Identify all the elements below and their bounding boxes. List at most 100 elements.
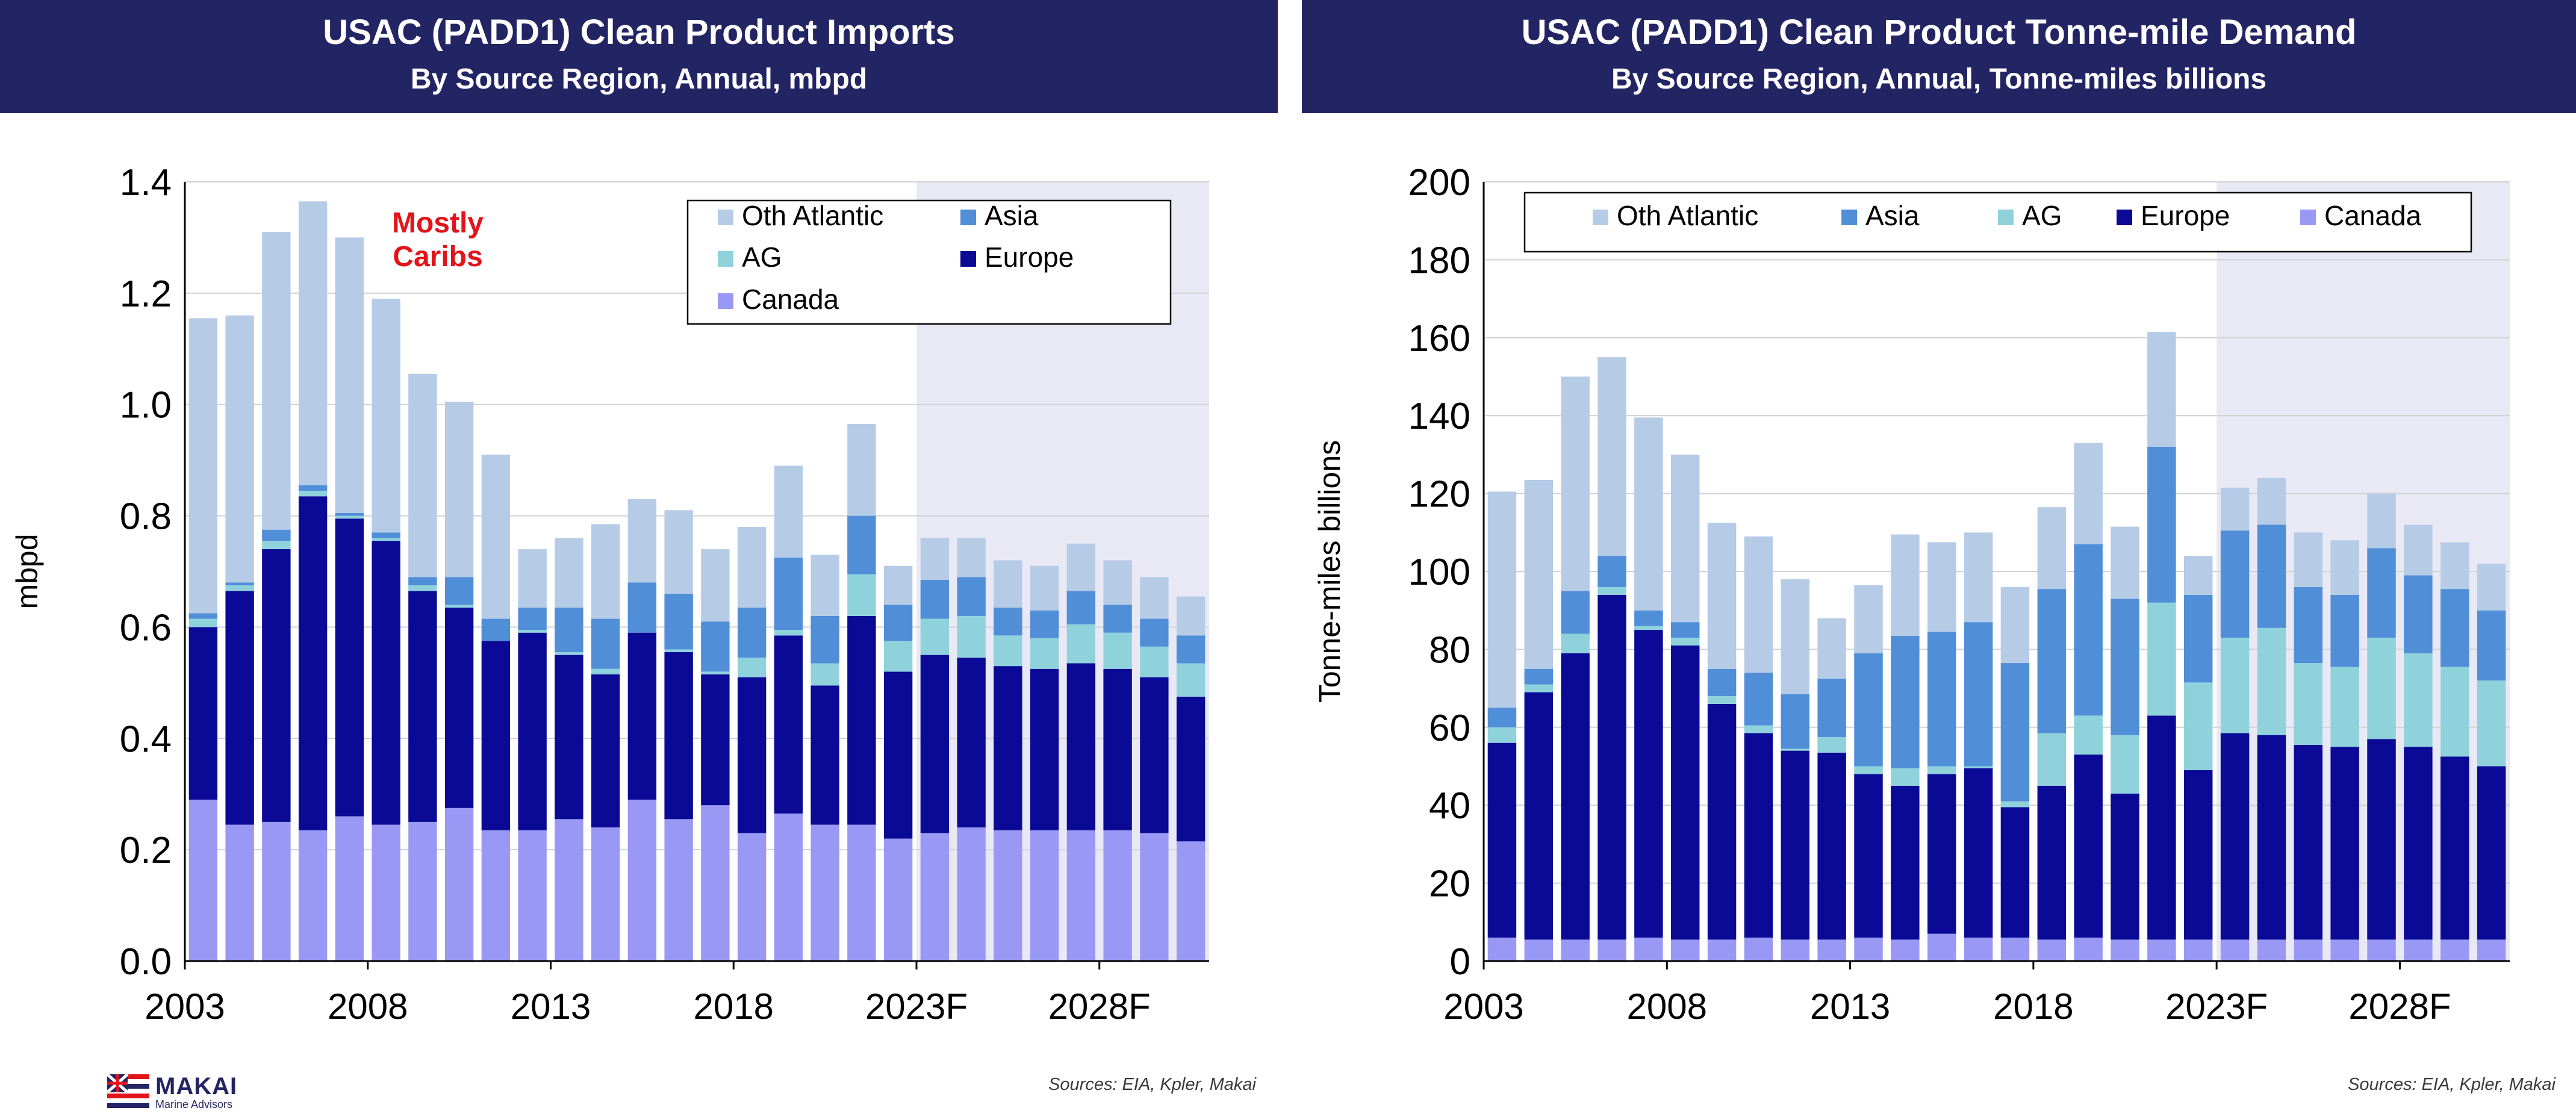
tonne-mile-bar-ag — [2367, 637, 2396, 739]
imports-bar-oth-atlantic — [810, 555, 839, 616]
tonne-mile-bar-canada — [1964, 938, 1993, 961]
imports-bar-asia — [518, 608, 547, 630]
tonne-mile-ytick-label: 0 — [1450, 941, 1470, 983]
imports-bar-canada — [591, 827, 620, 961]
tonne-mile-bar-ag — [1817, 736, 1846, 753]
tonne-mile-bar-europe — [2257, 735, 2286, 940]
tonne-mile-bar-europe — [2111, 793, 2139, 940]
imports-bar-ag — [847, 574, 876, 616]
tonne-mile-bar-europe — [1524, 692, 1554, 940]
imports-bar-canada — [847, 824, 876, 961]
tonne-mile-bar-oth-atlantic — [1781, 579, 1810, 694]
imports-bar-canada — [225, 824, 254, 961]
imports-bar-asia — [225, 582, 254, 586]
imports-bar-europe — [1030, 668, 1059, 830]
tonne-mile-bar-canada — [1744, 938, 1773, 961]
tonne-mile-bar-oth-atlantic — [1964, 532, 1993, 623]
tonne-mile-bar-ag — [2330, 667, 2359, 747]
tonne-mile-bar-europe — [2183, 770, 2213, 940]
imports-xtick-label: 2008 — [328, 986, 408, 1027]
tonne-mile-bar-oth-atlantic — [1524, 479, 1554, 669]
tonne-mile-bar-oth-atlantic — [2440, 542, 2469, 590]
imports-bar-europe — [1176, 696, 1206, 842]
imports-bar-europe — [1140, 677, 1169, 833]
left-source-note: Sources: EIA, Kpler, Makai — [1048, 1075, 1256, 1094]
imports-bar-ag — [335, 515, 364, 519]
imports-bar-oth-atlantic — [1103, 560, 1132, 605]
tonne-mile-bar-oth-atlantic — [1670, 454, 1700, 623]
tonne-mile-bar-asia — [2367, 548, 2396, 638]
tonne-mile-xtick-label: 2013 — [1810, 986, 1890, 1027]
imports-ytick-label: 0.6 — [120, 607, 172, 649]
tonne-mile-bar-canada — [2147, 939, 2176, 961]
imports-bar-ag — [298, 490, 328, 497]
imports-bar-canada — [1066, 830, 1096, 961]
imports-bar-oth-atlantic — [335, 237, 364, 513]
imports-bar-europe — [591, 674, 620, 828]
tonne-mile-bar-ag — [1964, 766, 1993, 768]
tonne-mile-bar-canada — [1854, 938, 1883, 961]
imports-bar-canada — [298, 830, 328, 961]
imports-bar-canada — [737, 833, 767, 961]
imports-legend-label: Oth Atlantic — [742, 200, 883, 231]
tonne-mile-bar-asia — [1744, 673, 1773, 726]
imports-bar-asia — [188, 613, 218, 619]
imports-bar-oth-atlantic — [994, 560, 1022, 608]
tonne-mile-ytick-label: 20 — [1429, 864, 1470, 905]
tonne-mile-bar-canada — [2111, 939, 2139, 961]
imports-chart: 0.0 0.2 0.4 0.6 0.8 1.0 1.2 1.4 2003 2008 2013 2018… — [10, 162, 1209, 1027]
tonne-mile-bar-canada — [1670, 939, 1700, 961]
tonne-mile-bar-asia — [2257, 524, 2286, 628]
tonne-mile-legend-label: AG — [2022, 200, 2062, 231]
imports-bar-asia — [847, 515, 876, 574]
imports-bar-canada — [664, 819, 693, 961]
imports-bar-oth-atlantic — [1140, 577, 1169, 619]
tonne-mile-bar-asia — [2037, 589, 2067, 733]
tonne-mile-bar-oth-atlantic — [1598, 357, 1626, 556]
tonne-mile-bar-asia — [1707, 668, 1737, 697]
tonne-mile-legend-swatch-europe — [2117, 210, 2132, 225]
imports-bar-canada — [1176, 841, 1206, 961]
imports-bar-europe — [444, 608, 474, 808]
imports-bar-oth-atlantic — [1176, 596, 1206, 636]
tonne-mile-bar-canada — [1598, 939, 1626, 961]
tonne-mile-bar-europe — [1817, 752, 1846, 940]
imports-bar-asia — [664, 593, 693, 650]
tonne-mile-bar-europe — [1707, 703, 1737, 940]
tonne-mile-bar-oth-atlantic — [2294, 532, 2323, 587]
tonne-mile-ytick-label: 40 — [1429, 785, 1470, 827]
tonne-mile-bar-ag — [1927, 766, 1956, 774]
tonne-mile-bar-europe — [1964, 768, 1993, 938]
tonne-mile-bar-ag — [1561, 633, 1590, 653]
tonne-mile-bar-asia — [2330, 594, 2359, 667]
imports-ytick-label: 0.2 — [120, 830, 172, 871]
tonne-mile-bar-canada — [2183, 939, 2213, 961]
tonne-mile-bar-ag — [2404, 653, 2433, 747]
imports-bar-canada — [481, 830, 511, 961]
tonne-mile-bar-oth-atlantic — [2074, 443, 2103, 544]
imports-bar-asia — [774, 557, 803, 630]
tonne-mile-bar-oth-atlantic — [2257, 478, 2286, 525]
tonne-mile-bar-oth-atlantic — [1561, 376, 1590, 591]
tonne-mile-bar-asia — [2000, 663, 2030, 801]
imports-bar-canada — [957, 827, 986, 961]
tonne-mile-legend-label: Oth Atlantic — [1617, 200, 1758, 231]
tonne-mile-bar-canada — [1561, 939, 1590, 961]
tonne-mile-bar-ag — [1670, 637, 1700, 646]
tonne-mile-bar-asia — [1524, 668, 1554, 685]
tonne-mile-legend-swatch-asia — [1841, 210, 1857, 225]
tonne-mile-bar-asia — [2147, 446, 2176, 603]
imports-bar-canada — [555, 819, 583, 961]
imports-bar-canada — [408, 821, 437, 961]
imports-bar-ag — [920, 618, 950, 655]
tonne-mile-bar-oth-atlantic — [2367, 493, 2396, 549]
tonne-mile-bar-europe — [2440, 756, 2469, 940]
tonne-mile-bar-canada — [1781, 939, 1810, 961]
imports-bar-ag — [994, 635, 1022, 667]
imports-bar-europe — [262, 549, 291, 822]
tonne-mile-bar-europe — [1927, 774, 1956, 934]
imports-bar-ag — [1066, 624, 1096, 664]
imports-bar-canada — [1030, 830, 1059, 961]
tonne-mile-ytick-label: 140 — [1408, 396, 1470, 437]
imports-bar-asia — [444, 577, 474, 605]
